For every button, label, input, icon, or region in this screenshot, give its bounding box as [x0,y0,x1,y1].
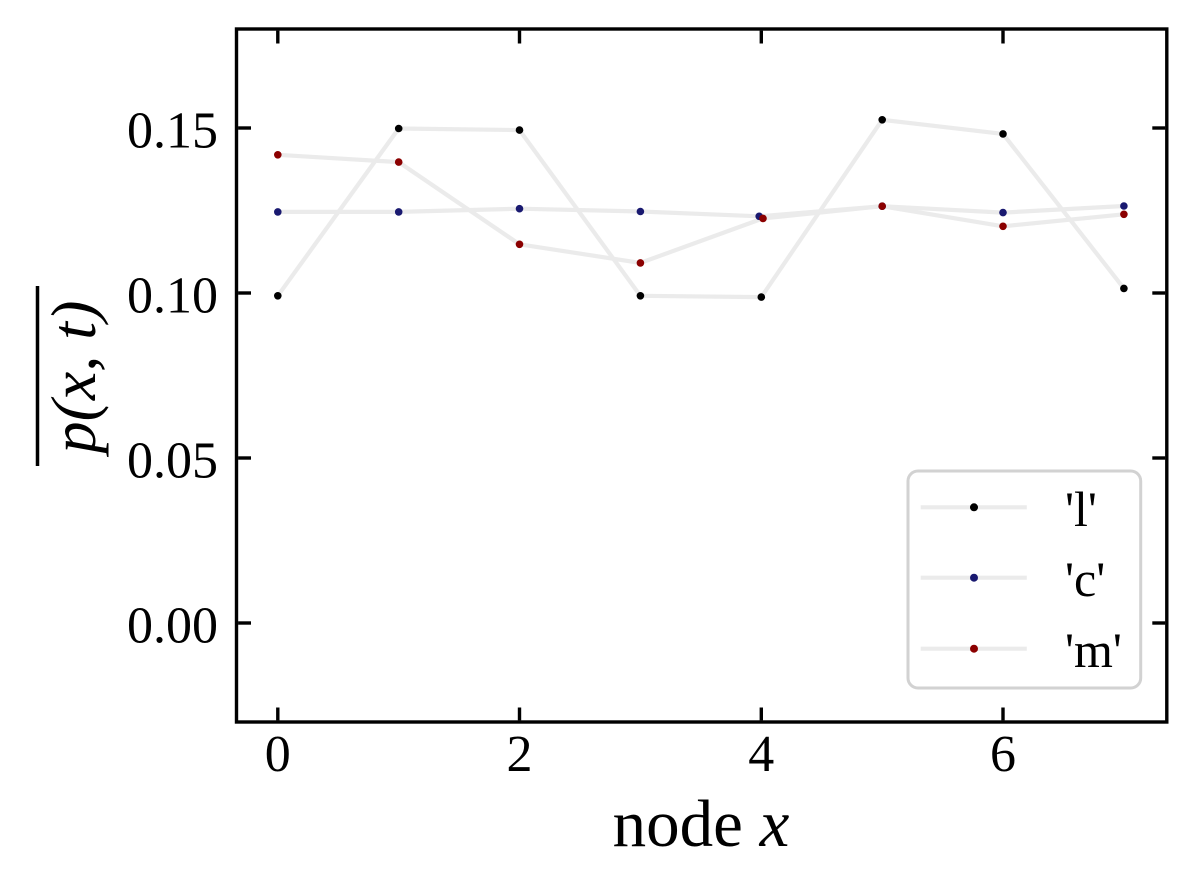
svg-text:'c': 'c' [1065,551,1105,607]
svg-text:0.00: 0.00 [127,598,218,655]
svg-text:p(x, t): p(x, t) [38,301,109,458]
svg-text:2: 2 [507,726,533,783]
svg-text:0.15: 0.15 [127,103,218,160]
svg-text:4: 4 [748,726,774,783]
svg-text:node x: node x [613,787,790,861]
svg-text:'m': 'm' [1065,622,1122,678]
svg-text:0: 0 [265,726,291,783]
svg-text:6: 6 [990,726,1016,783]
svg-text:0.05: 0.05 [127,433,218,490]
svg-text:0.10: 0.10 [127,268,218,325]
svg-text:'l': 'l' [1065,481,1097,537]
